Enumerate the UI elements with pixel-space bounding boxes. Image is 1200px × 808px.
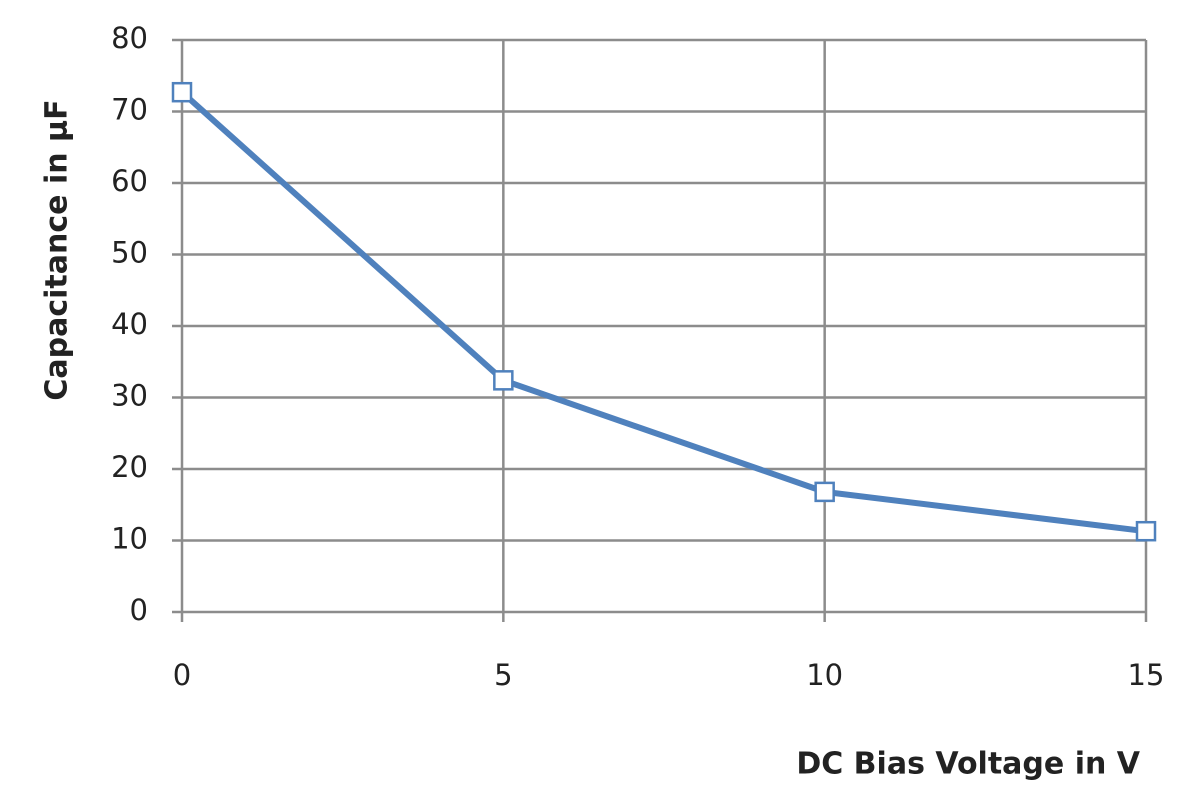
y-tick-label: 0	[130, 593, 148, 627]
y-tick-label: 20	[111, 450, 148, 484]
x-tick-label: 10	[806, 658, 843, 692]
x-axis-title: DC Bias Voltage in V	[796, 747, 1140, 782]
y-tick-label: 10	[111, 522, 148, 556]
y-axis-title: Capacitance in µF	[40, 99, 75, 400]
series-line	[179, 89, 1147, 535]
data-point	[171, 81, 193, 103]
y-tick-label: 70	[111, 93, 148, 127]
data-point	[814, 481, 835, 503]
y-tick-label: 80	[111, 21, 148, 55]
y-tick-label: 50	[111, 236, 148, 270]
y-tick-label: 60	[111, 164, 148, 198]
data-point	[1135, 520, 1157, 542]
x-tick-label: 0	[173, 658, 191, 692]
x-tick-label: 15	[1128, 658, 1165, 692]
y-tick-label: 30	[111, 379, 148, 413]
y-tick-label: 40	[111, 307, 148, 341]
x-tick-label: 5	[494, 658, 512, 692]
data-point	[493, 370, 514, 391]
